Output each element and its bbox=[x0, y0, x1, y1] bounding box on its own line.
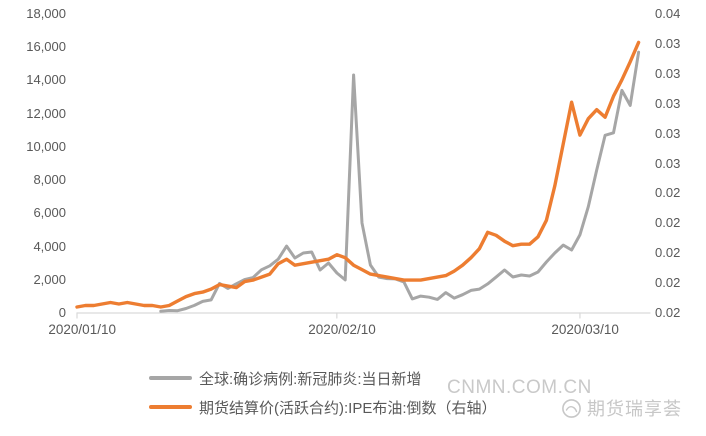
y-axis-left-tick-label: 6,000 bbox=[33, 205, 66, 221]
y-axis-left-tick-label: 0 bbox=[58, 305, 66, 320]
y-axis-left-tick-label: 18,000 bbox=[26, 6, 66, 21]
y-axis-right-tick-label: 0.02 bbox=[655, 185, 681, 201]
series-line-1 bbox=[75, 40, 641, 309]
series-line-0 bbox=[159, 50, 641, 313]
y-axis-left-tick-label: 10,000 bbox=[26, 138, 66, 154]
legend: 全球:确诊病例:新冠肺炎:当日新增期货结算价(活跃合约):IPE布油:倒数（右轴… bbox=[149, 368, 497, 426]
y-axis-left-tick-label: 14,000 bbox=[26, 72, 66, 88]
y-axis-right-tick-label: 0.02 bbox=[655, 215, 681, 231]
x-axis-tick-label: 2020/02/10 bbox=[308, 322, 376, 337]
y-axis-right-tick-label: 0.02 bbox=[655, 305, 681, 320]
legend-item: 全球:确诊病例:新冠肺炎:当日新增 bbox=[149, 368, 497, 388]
legend-swatch bbox=[149, 405, 192, 409]
y-axis-left-tick-label: 12,000 bbox=[26, 105, 66, 121]
brand-logo-icon bbox=[562, 398, 581, 418]
y-axis-right-tick-label: 0.03 bbox=[655, 125, 681, 141]
y-axis-left-tick-label: 8,000 bbox=[33, 172, 66, 188]
x-axis-tick-label: 2020/01/10 bbox=[48, 322, 116, 337]
legend-item: 期货结算价(活跃合约):IPE布油:倒数（右轴） bbox=[149, 397, 497, 417]
y-axis-right-tick-label: 0.04 bbox=[655, 6, 681, 21]
y-axis-left-tick-label: 4,000 bbox=[33, 238, 66, 254]
y-axis-right-tick-label: 0.02 bbox=[655, 275, 681, 291]
y-axis-right-tick-label: 0.03 bbox=[655, 35, 681, 51]
watermark-text: CNMN.COM.CN bbox=[447, 377, 592, 398]
legend-label: 全球:确诊病例:新冠肺炎:当日新增 bbox=[199, 370, 422, 388]
y-axis-right-tick-label: 0.03 bbox=[655, 95, 681, 111]
y-axis-right-tick-label: 0.03 bbox=[655, 155, 681, 171]
y-axis-right-tick-label: 0.03 bbox=[655, 65, 681, 81]
brand: 期货瑞享荟 bbox=[561, 395, 682, 421]
legend-label: 期货结算价(活跃合约):IPE布油:倒数（右轴） bbox=[199, 399, 497, 417]
y-axis-left-tick-label: 2,000 bbox=[33, 271, 66, 287]
y-axis-left-tick-label: 16,000 bbox=[26, 39, 66, 55]
y-axis-right-tick-label: 0.02 bbox=[655, 245, 681, 261]
legend-swatch bbox=[149, 376, 192, 380]
x-axis-tick-label: 2020/03/10 bbox=[551, 322, 619, 337]
brand-name: 期货瑞享荟 bbox=[587, 399, 682, 419]
